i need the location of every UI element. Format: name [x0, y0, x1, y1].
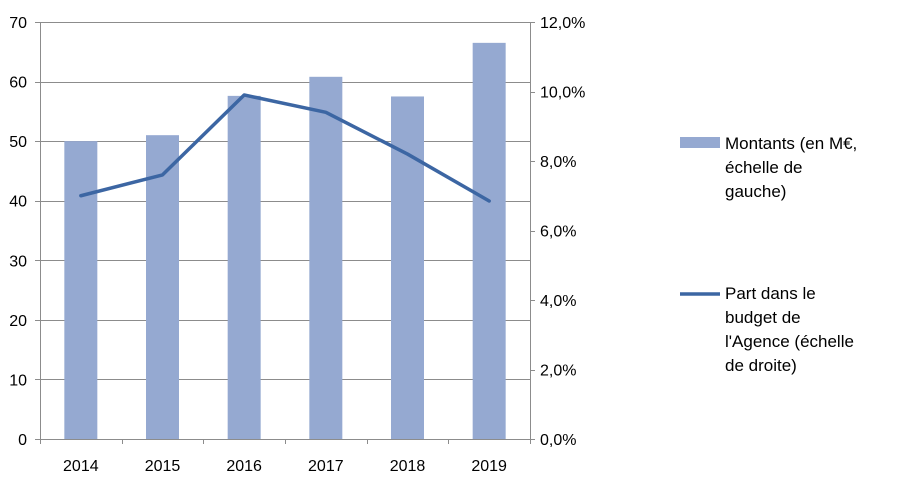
- axes: [35, 22, 535, 444]
- x-tick-label: 2014: [63, 458, 99, 475]
- left-tick-label: 60: [9, 75, 27, 92]
- bar: [309, 76, 343, 439]
- legend-label-bar: Montants (en M€,: [725, 134, 857, 153]
- left-tick-label: 50: [9, 134, 27, 151]
- bar: [146, 135, 179, 439]
- legend-label-bar: gauche): [725, 182, 786, 201]
- legend-label-line: Part dans le: [725, 284, 816, 303]
- left-tick-label: 40: [9, 194, 27, 211]
- x-axis-ticks: 2014 2015 2016 2017 2018 2019: [63, 458, 507, 475]
- x-tick-label: 2015: [145, 458, 181, 475]
- right-tick-label: 4,0%: [540, 293, 576, 310]
- right-tick-label: 10,0%: [540, 85, 585, 102]
- right-tick-label: 8,0%: [540, 154, 576, 171]
- right-tick-label: 0,0%: [540, 432, 576, 449]
- left-tick-label: 70: [9, 15, 27, 32]
- right-tick-label: 12,0%: [540, 15, 585, 32]
- x-tick-label: 2016: [226, 458, 262, 475]
- left-tick-label: 20: [9, 313, 27, 330]
- right-tick-label: 2,0%: [540, 363, 576, 380]
- legend-label-line: l'Agence (échelle: [725, 332, 854, 351]
- line-series: [79, 93, 491, 203]
- legend-label-bar: échelle de: [725, 158, 803, 177]
- left-tick-label: 0: [18, 432, 27, 449]
- x-tick-label: 2017: [308, 458, 344, 475]
- x-tick-label: 2019: [471, 458, 507, 475]
- left-axis-ticks: 0 10 20 30 40 50 60 70: [9, 15, 27, 449]
- left-tick-label: 10: [9, 372, 27, 389]
- right-tick-label: 6,0%: [540, 224, 576, 241]
- legend: Montants (en M€, échelle de gauche) Part da…: [680, 134, 857, 375]
- legend-swatch-bar: [680, 137, 720, 148]
- legend-label-line: budget de: [725, 308, 801, 327]
- gridlines: [40, 22, 530, 380]
- right-axis-ticks: 0,0% 2,0% 4,0% 6,0% 8,0% 10,0% 12,0%: [540, 15, 585, 449]
- line-path: [79, 93, 491, 203]
- bar: [227, 95, 261, 440]
- x-tick-label: 2018: [390, 458, 426, 475]
- bar: [472, 42, 506, 439]
- legend-label-line: de droite): [725, 356, 797, 375]
- bar: [64, 141, 98, 439]
- left-tick-label: 30: [9, 253, 27, 270]
- bar-series: [64, 42, 506, 440]
